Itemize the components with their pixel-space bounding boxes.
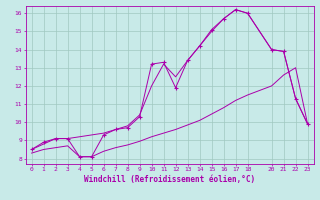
X-axis label: Windchill (Refroidissement éolien,°C): Windchill (Refroidissement éolien,°C) bbox=[84, 175, 255, 184]
